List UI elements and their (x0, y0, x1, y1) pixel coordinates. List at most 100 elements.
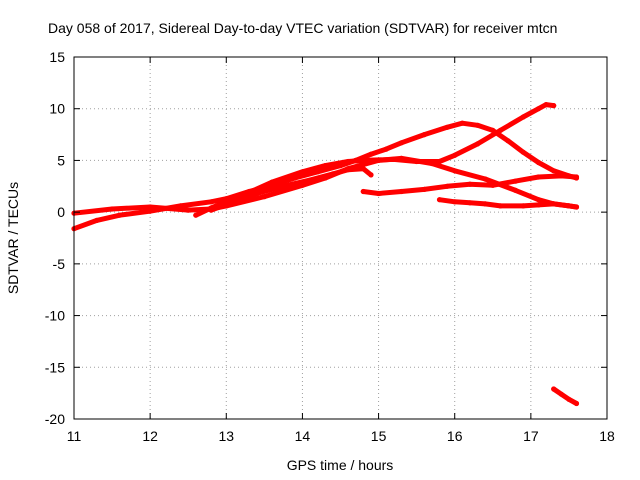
data-point (284, 182, 290, 188)
data-point (360, 166, 366, 172)
y-tick-label: -5 (53, 256, 66, 272)
data-point (436, 197, 443, 203)
data-point (475, 141, 481, 147)
x-tick-label: 16 (447, 428, 463, 444)
data-point (551, 168, 557, 174)
data-point (368, 172, 374, 178)
x-tick-label: 18 (599, 428, 615, 444)
data-point (299, 169, 305, 175)
data-point (452, 152, 458, 158)
data-point (269, 179, 275, 185)
data-point (482, 201, 488, 207)
y-tick-label: -20 (45, 411, 65, 427)
data-point (185, 207, 191, 213)
data-point (467, 200, 473, 206)
data-point (208, 199, 214, 205)
data-point (444, 183, 450, 189)
y-axis-label: SDTVAR / TECUs (5, 182, 21, 294)
data-point (520, 203, 526, 209)
data-point (307, 177, 313, 183)
data-point (543, 102, 549, 108)
data-point (459, 120, 465, 126)
data-series (71, 102, 580, 407)
x-tick-label: 13 (218, 428, 234, 444)
axis-ticks (73, 56, 608, 420)
series-arc-7 (551, 386, 580, 407)
data-point (391, 156, 397, 162)
data-point (383, 146, 389, 152)
data-point (573, 174, 580, 180)
data-point (193, 212, 199, 218)
data-point (322, 163, 328, 169)
x-tick-label: 17 (523, 428, 539, 444)
data-point (452, 199, 458, 205)
data-point (475, 122, 481, 128)
data-point (535, 197, 542, 203)
data-point (398, 140, 404, 146)
data-point (436, 158, 443, 165)
x-axis-label: GPS time / hours (287, 457, 394, 473)
data-point (360, 157, 366, 163)
data-point (520, 149, 526, 155)
data-point (147, 208, 153, 214)
data-point (573, 204, 580, 210)
y-tick-label: 5 (57, 152, 65, 168)
data-point (497, 203, 503, 209)
data-point (452, 168, 458, 174)
data-point (558, 391, 564, 397)
data-point (421, 132, 427, 138)
y-tick-label: 10 (49, 101, 65, 117)
data-point (558, 173, 564, 179)
y-tick-label: -10 (45, 308, 65, 324)
grid (74, 57, 607, 419)
data-point (94, 217, 100, 223)
x-tick-label: 12 (142, 428, 158, 444)
data-point (254, 190, 260, 197)
data-point (535, 159, 542, 166)
data-point (261, 194, 267, 200)
y-tick-label: 0 (57, 204, 65, 220)
data-point (566, 396, 572, 402)
chart-title: Day 058 of 2017, Sidereal Day-to-day VTE… (48, 20, 557, 36)
y-tick-label: 15 (49, 49, 65, 65)
data-point (414, 158, 420, 165)
x-tick-label: 11 (67, 428, 82, 444)
plot-frame (73, 56, 608, 420)
data-point (505, 138, 511, 144)
x-tick-label: 14 (295, 428, 311, 444)
data-point (566, 203, 572, 209)
series-arc-3 (193, 102, 557, 218)
data-point (117, 212, 123, 218)
data-point (231, 199, 237, 205)
data-point (345, 158, 351, 165)
data-point (551, 386, 557, 392)
data-point (497, 127, 503, 133)
data-point (368, 151, 374, 157)
data-point (421, 186, 427, 192)
data-point (551, 201, 557, 207)
series-trace (551, 386, 579, 406)
series-arc-4 (208, 166, 374, 213)
data-point (398, 188, 404, 195)
y-tick-label: -15 (45, 359, 65, 375)
data-point (535, 106, 542, 112)
data-point (535, 202, 542, 208)
data-point (360, 188, 366, 195)
data-point (345, 167, 351, 173)
series-trace (437, 197, 579, 210)
data-point (376, 190, 382, 197)
data-point (573, 400, 580, 407)
data-point (551, 103, 557, 109)
data-point (513, 178, 519, 184)
data-point (147, 204, 153, 210)
data-point (208, 207, 214, 213)
data-point (535, 174, 542, 180)
x-tick-labels: 11 12 13 14 15 16 17 18 (67, 428, 615, 444)
series-arc-6 (436, 197, 580, 210)
x-tick-label: 15 (371, 428, 387, 444)
data-point (109, 206, 115, 212)
data-point (520, 114, 526, 120)
